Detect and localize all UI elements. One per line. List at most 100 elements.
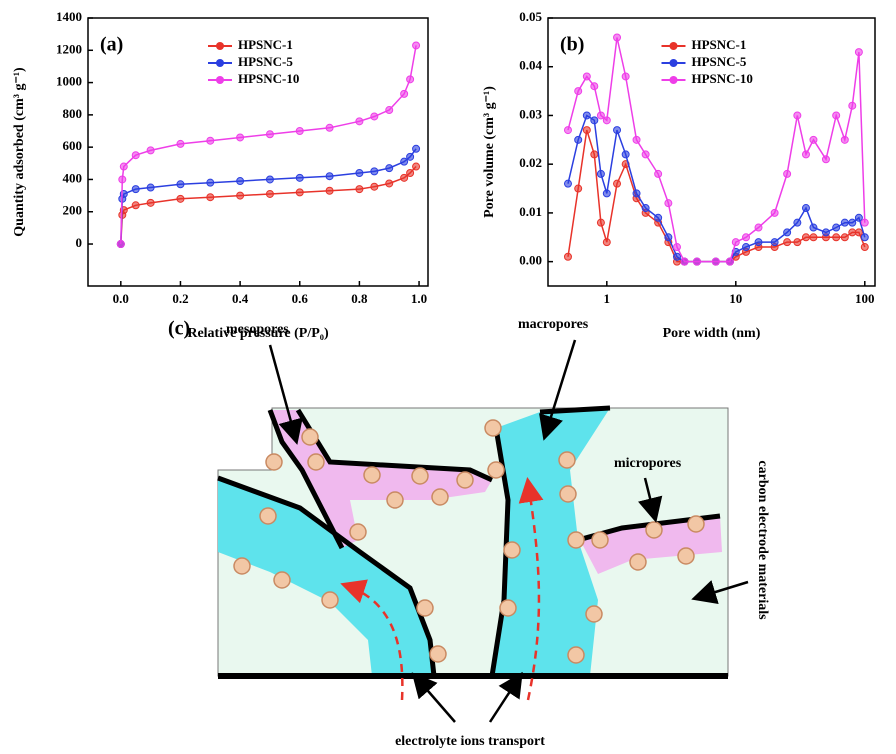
y-tick-label: 1200 xyxy=(56,41,82,56)
point xyxy=(131,201,140,210)
ion-path xyxy=(518,477,544,701)
y-axis-label: Quantity adsorbed (cm³ g⁻¹) xyxy=(12,67,27,237)
point xyxy=(840,218,849,227)
point xyxy=(860,218,869,227)
point xyxy=(412,41,421,50)
point xyxy=(412,144,421,153)
point xyxy=(596,111,605,120)
pointers xyxy=(268,339,749,723)
x-tick-label: 1.0 xyxy=(411,291,427,306)
point xyxy=(770,238,779,247)
point xyxy=(672,252,681,261)
point xyxy=(801,233,810,242)
point xyxy=(295,127,304,136)
diagram: (c) mesopores macropores micropores carb… xyxy=(168,317,770,749)
legend-label: HPSNC-10 xyxy=(238,71,299,86)
point xyxy=(236,191,245,200)
point xyxy=(680,257,689,266)
point xyxy=(206,193,215,202)
legend-marker xyxy=(669,42,678,50)
panel-label: (a) xyxy=(100,34,123,56)
x-tick-label: 0.0 xyxy=(113,291,129,306)
point xyxy=(641,150,650,159)
macropore-center xyxy=(492,408,610,676)
point xyxy=(621,150,630,159)
point xyxy=(370,182,379,191)
point xyxy=(848,101,857,110)
point xyxy=(821,155,830,164)
diagram-label: macropores xyxy=(518,317,589,332)
y-tick-label: 0.05 xyxy=(519,9,542,24)
point xyxy=(590,116,599,125)
y-tick-label: 0.02 xyxy=(519,155,542,170)
point xyxy=(809,233,818,242)
point xyxy=(754,238,763,247)
point xyxy=(563,179,572,188)
plot-frame xyxy=(87,17,429,287)
point xyxy=(860,233,869,242)
point xyxy=(590,82,599,91)
point xyxy=(654,169,663,178)
x-tick-label: 0.8 xyxy=(351,291,368,306)
point xyxy=(118,175,127,184)
x-axis-label: Relative pressure (P/P₀) xyxy=(187,326,329,341)
y-tick-label: 200 xyxy=(63,203,83,218)
point xyxy=(265,175,274,184)
point xyxy=(832,111,841,120)
point xyxy=(295,173,304,182)
point xyxy=(176,194,185,203)
point xyxy=(613,179,622,188)
point xyxy=(563,126,572,135)
x-tick-label: 0.2 xyxy=(172,291,188,306)
point xyxy=(236,133,245,142)
point xyxy=(821,228,830,237)
point xyxy=(848,228,857,237)
point xyxy=(385,164,394,173)
point xyxy=(176,180,185,189)
point xyxy=(742,233,751,242)
point xyxy=(783,169,792,178)
point xyxy=(265,130,274,139)
y-tick-label: 400 xyxy=(63,170,83,185)
point xyxy=(563,252,572,261)
legend-label: HPSNC-5 xyxy=(238,54,293,69)
point xyxy=(832,223,841,232)
point xyxy=(582,111,591,120)
point xyxy=(400,89,409,98)
point xyxy=(860,243,869,252)
y-tick-label: 1400 xyxy=(56,9,82,24)
point xyxy=(582,126,591,135)
x-tick-label: 0.4 xyxy=(232,291,249,306)
y-tick-label: 0.03 xyxy=(519,106,542,121)
point xyxy=(119,162,128,171)
point xyxy=(742,243,751,252)
legend-marker xyxy=(216,42,224,50)
point xyxy=(809,223,818,232)
point xyxy=(596,169,605,178)
point xyxy=(840,233,849,242)
point xyxy=(848,218,857,227)
diagram-label: micropores xyxy=(614,456,682,471)
point xyxy=(406,168,415,177)
point xyxy=(770,208,779,217)
y-tick-label: 1000 xyxy=(56,74,82,89)
point xyxy=(370,112,379,121)
x-tick-label: 100 xyxy=(855,291,875,306)
macropore-left xyxy=(218,478,434,676)
point xyxy=(641,204,650,213)
point xyxy=(596,218,605,227)
point xyxy=(854,228,863,237)
point xyxy=(783,228,792,237)
point xyxy=(295,188,304,197)
point xyxy=(146,183,155,192)
point xyxy=(672,243,681,252)
legend-label: HPSNC-5 xyxy=(692,54,747,69)
point xyxy=(793,238,802,247)
point xyxy=(131,185,140,194)
point xyxy=(602,116,611,125)
point xyxy=(590,150,599,159)
point xyxy=(654,213,663,222)
point xyxy=(131,151,140,160)
y-tick-label: 600 xyxy=(63,138,83,153)
point xyxy=(574,135,583,144)
